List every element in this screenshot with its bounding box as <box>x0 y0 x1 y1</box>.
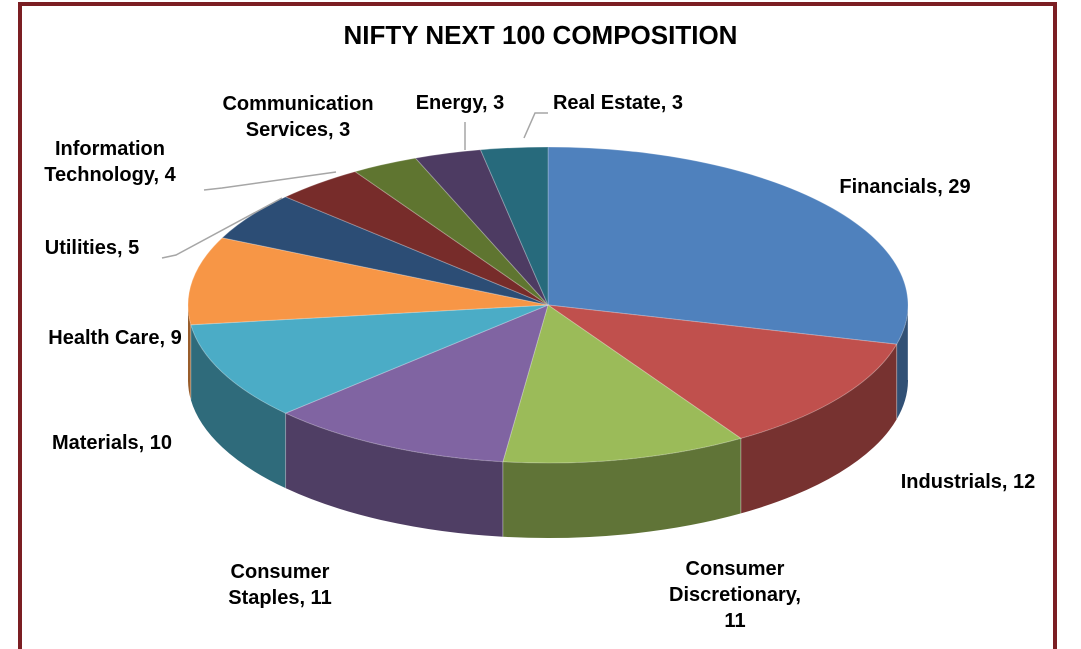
slice-side <box>502 438 741 539</box>
slice <box>284 171 549 306</box>
slice <box>414 149 549 306</box>
slice <box>547 304 898 439</box>
data-label: Health Care, 9 <box>48 327 182 349</box>
slice <box>547 146 909 345</box>
slice-side <box>285 413 503 537</box>
slice <box>221 196 549 306</box>
leader-line <box>523 112 548 139</box>
data-label: Consumer Discretionary, 11 <box>669 558 801 632</box>
slice <box>190 304 549 414</box>
leader-line <box>161 197 283 259</box>
slice <box>479 146 549 306</box>
data-label: Communication Services, 3 <box>222 93 374 141</box>
data-label: Utilities, 5 <box>44 237 140 259</box>
leader-line <box>203 171 337 191</box>
slice-side <box>190 324 286 489</box>
chart-border <box>18 2 1057 649</box>
slice-side <box>188 305 191 400</box>
slice <box>502 304 743 464</box>
data-label: Information Technology, 4 <box>44 138 176 186</box>
slice-side <box>896 305 908 420</box>
data-label: Real Estate, 3 <box>552 92 684 114</box>
chart-title: NIFTY NEXT 100 COMPOSITION <box>343 20 738 50</box>
data-label: Industrials, 12 <box>900 471 1036 493</box>
slice <box>353 157 549 306</box>
data-label: Financials, 29 <box>839 176 971 198</box>
slice <box>187 237 549 326</box>
data-label: Energy, 3 <box>415 92 505 114</box>
slice-side <box>740 344 897 514</box>
slice <box>284 304 549 463</box>
data-label: Materials, 10 <box>51 432 173 454</box>
data-label: Consumer Staples, 11 <box>228 561 332 609</box>
